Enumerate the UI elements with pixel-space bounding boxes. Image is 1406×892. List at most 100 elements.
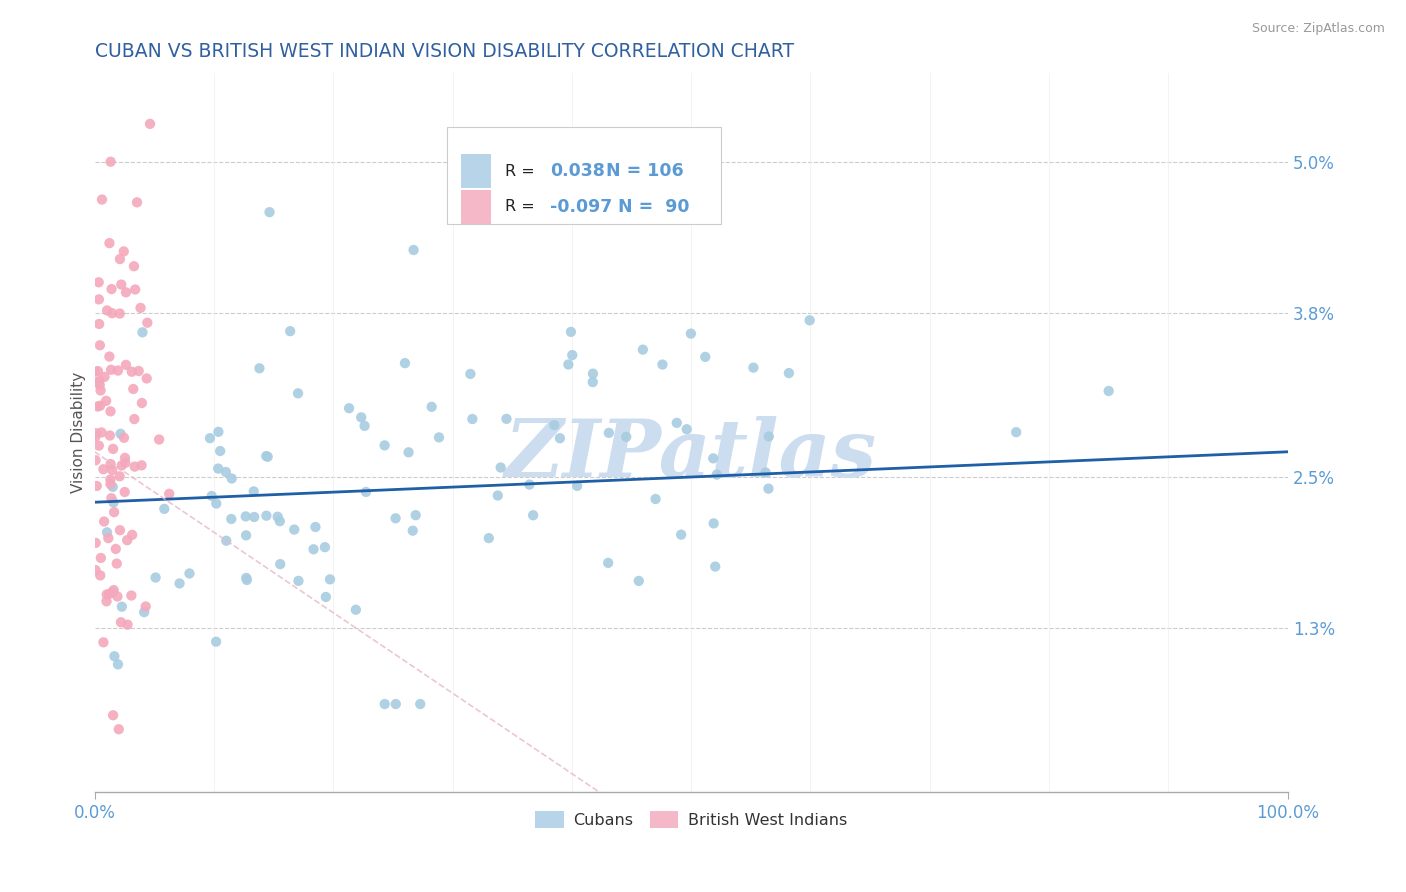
Point: [98, 236, 121, 251]
Point: [135, 599, 157, 614]
Point: [96, 525, 118, 540]
Point: [283, 523, 305, 537]
Point: [93, 462, 115, 476]
Point: [84, 426, 107, 441]
Point: [374, 697, 396, 711]
Point: [115, 285, 138, 300]
Point: [84, 453, 107, 467]
Point: [561, 348, 583, 362]
Point: [215, 465, 238, 479]
Point: [105, 557, 128, 571]
Point: [108, 252, 131, 266]
Point: [87, 375, 110, 389]
Point: [256, 450, 278, 464]
Text: Source: ZipAtlas.com: Source: ZipAtlas.com: [1251, 22, 1385, 36]
Point: [111, 599, 134, 614]
Point: [98, 428, 121, 442]
Point: [90, 384, 112, 398]
Point: [131, 396, 153, 410]
Point: [353, 418, 375, 433]
Point: [114, 485, 136, 500]
Point: [84, 563, 107, 577]
Point: [134, 605, 156, 619]
Point: [100, 363, 122, 377]
Y-axis label: Vision Disability: Vision Disability: [72, 372, 86, 493]
Point: [117, 617, 139, 632]
Point: [198, 431, 221, 445]
Text: ZIPatlas: ZIPatlas: [505, 416, 877, 493]
Point: [101, 463, 124, 477]
FancyBboxPatch shape: [461, 153, 491, 188]
Point: [350, 410, 373, 425]
Point: [108, 523, 131, 537]
Point: [201, 489, 224, 503]
Point: [104, 541, 127, 556]
Point: [100, 404, 122, 418]
Point: [205, 634, 228, 648]
Point: [103, 495, 125, 509]
Point: [742, 360, 765, 375]
Point: [706, 467, 728, 482]
Point: [96, 588, 118, 602]
Point: [122, 382, 145, 396]
Text: N =  90: N = 90: [619, 198, 690, 216]
Point: [100, 473, 122, 487]
Point: [94, 393, 117, 408]
Point: [84, 430, 107, 444]
Point: [319, 572, 342, 586]
Point: [148, 433, 170, 447]
Point: [128, 364, 150, 378]
Point: [665, 416, 688, 430]
Point: [101, 480, 124, 494]
Point: [1005, 425, 1028, 440]
Point: [89, 317, 111, 331]
Point: [402, 243, 425, 257]
Point: [98, 350, 121, 364]
Point: [100, 477, 122, 491]
Point: [215, 533, 238, 548]
Point: [110, 426, 132, 441]
Point: [519, 477, 541, 491]
Point: [1098, 384, 1121, 398]
Point: [115, 358, 138, 372]
Point: [115, 533, 138, 548]
Point: [136, 316, 159, 330]
Point: [96, 303, 118, 318]
Point: [89, 568, 111, 582]
Point: [90, 550, 112, 565]
Point: [87, 364, 110, 378]
Point: [702, 451, 724, 466]
Point: [420, 400, 443, 414]
Point: [243, 510, 266, 524]
Point: [582, 367, 605, 381]
Point: [460, 367, 482, 381]
Point: [111, 458, 134, 473]
Point: [98, 587, 121, 601]
Point: [543, 418, 565, 433]
Point: [87, 439, 110, 453]
FancyBboxPatch shape: [447, 128, 721, 225]
Point: [269, 557, 291, 571]
Point: [114, 456, 136, 470]
Point: [101, 442, 124, 456]
Point: [205, 497, 228, 511]
Point: [124, 459, 146, 474]
Point: [242, 484, 264, 499]
Point: [548, 431, 571, 445]
Point: [107, 590, 129, 604]
Point: [110, 277, 132, 292]
Point: [124, 412, 146, 426]
Point: [557, 358, 579, 372]
Point: [758, 482, 780, 496]
Point: [259, 205, 281, 219]
Point: [107, 723, 129, 737]
Point: [122, 259, 145, 273]
Point: [179, 566, 201, 581]
Point: [799, 313, 821, 327]
Point: [287, 574, 309, 588]
Point: [405, 508, 427, 523]
Point: [101, 306, 124, 320]
Point: [107, 363, 129, 377]
Point: [87, 275, 110, 289]
Point: [374, 438, 396, 452]
